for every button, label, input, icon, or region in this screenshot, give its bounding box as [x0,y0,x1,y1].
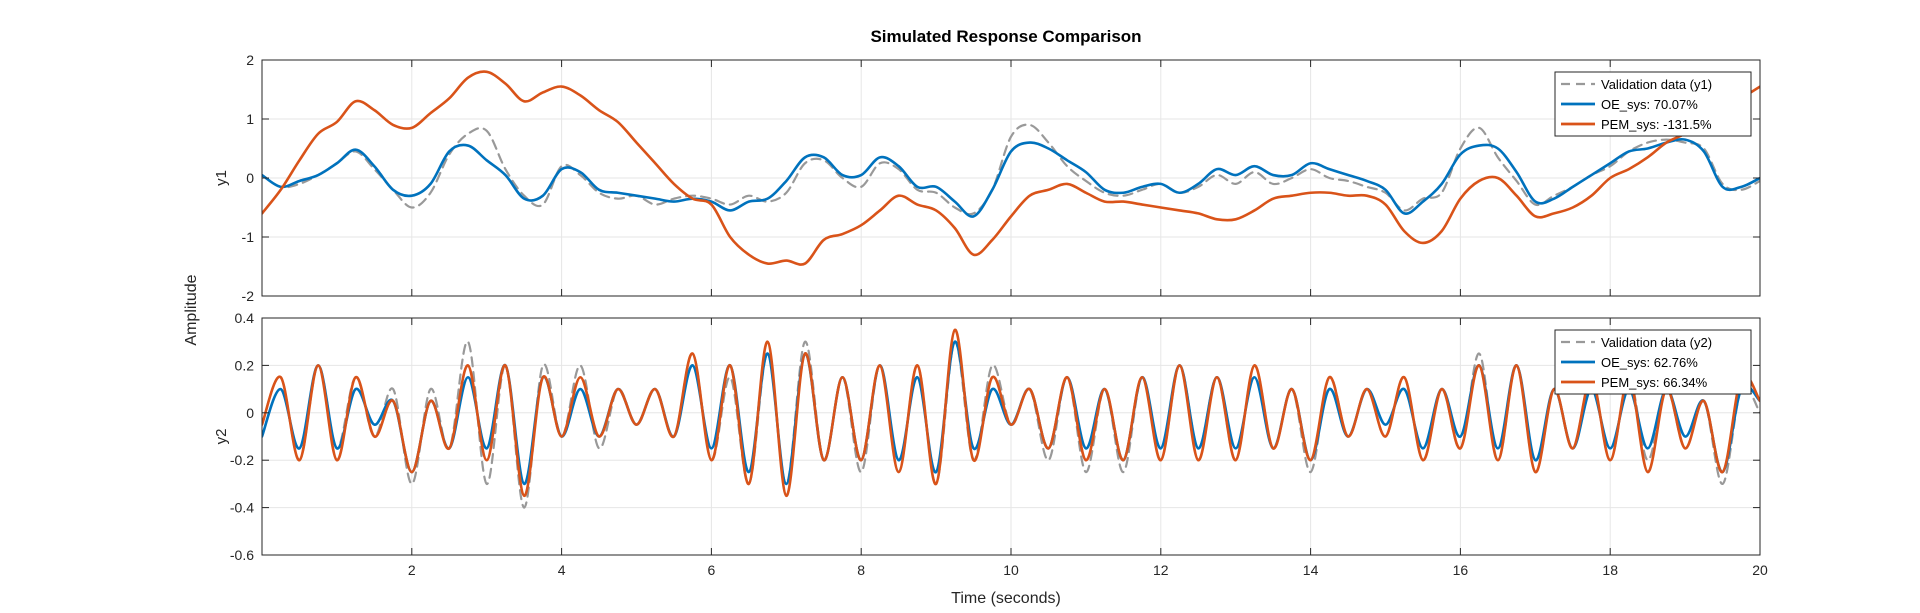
figure-ylabel: Amplitude [183,274,200,345]
figure-title: Simulated Response Comparison [870,27,1141,46]
x-tick-label: 2 [408,562,416,578]
y-tick-label: -0.4 [230,500,254,516]
y-tick-label: -0.6 [230,547,254,563]
y-tick-label: 0 [246,405,254,421]
x-tick-label: 10 [1003,562,1019,578]
x-tick-label: 14 [1303,562,1319,578]
legend-label: Validation data (y1) [1601,77,1712,92]
x-tick-label: 4 [558,562,566,578]
figure-xlabel: Time (seconds) [951,590,1061,607]
series-line-pem [262,328,1760,498]
series-line-oe [262,137,1760,218]
legend[interactable]: Validation data (y2) OE_sys: 62.76% PEM_sy… [1554,329,1752,395]
series-line-validation [262,123,1760,216]
legend-label: PEM_sys: 66.34% [1601,375,1708,390]
axes-2: -0.6 -0.4 -0.2 0 0.2 0.4 2 4 6 8 10 12 14 16 18 20 y2 Val… [213,310,1768,578]
y-tick-label: 0 [246,170,254,186]
y-tick-label: 1 [246,111,254,127]
y-tick-label: 0.4 [235,310,255,326]
axes-1: -2 -1 0 1 2 y1 Validation data (y1) OE_sys: 70.… [213,52,1761,304]
x-tick-label: 12 [1153,562,1169,578]
series-line-pem [262,70,1760,266]
y-tick-label: 2 [246,52,254,68]
legend[interactable]: Validation data (y1) OE_sys: 70.07% PEM_sy… [1554,71,1752,137]
y-tick-label: -1 [242,229,255,245]
series-group [262,328,1760,509]
x-tick-label: 20 [1752,562,1768,578]
x-tick-label: 16 [1453,562,1469,578]
legend-label: PEM_sys: -131.5% [1601,117,1712,132]
x-tick-label: 8 [857,562,865,578]
axes-ylabel: y2 [213,429,230,445]
axes-ylabel: y1 [213,170,230,186]
legend-label: OE_sys: 70.07% [1601,97,1698,112]
y-tick-label: -2 [242,288,255,304]
legend-label: OE_sys: 62.76% [1601,355,1698,370]
series-group [262,70,1760,266]
y-tick-label: -0.2 [230,452,254,468]
y-tick-label: 0.2 [235,357,255,373]
x-tick-label: 18 [1602,562,1618,578]
legend-label: Validation data (y2) [1601,335,1712,350]
x-tick-label: 6 [708,562,716,578]
